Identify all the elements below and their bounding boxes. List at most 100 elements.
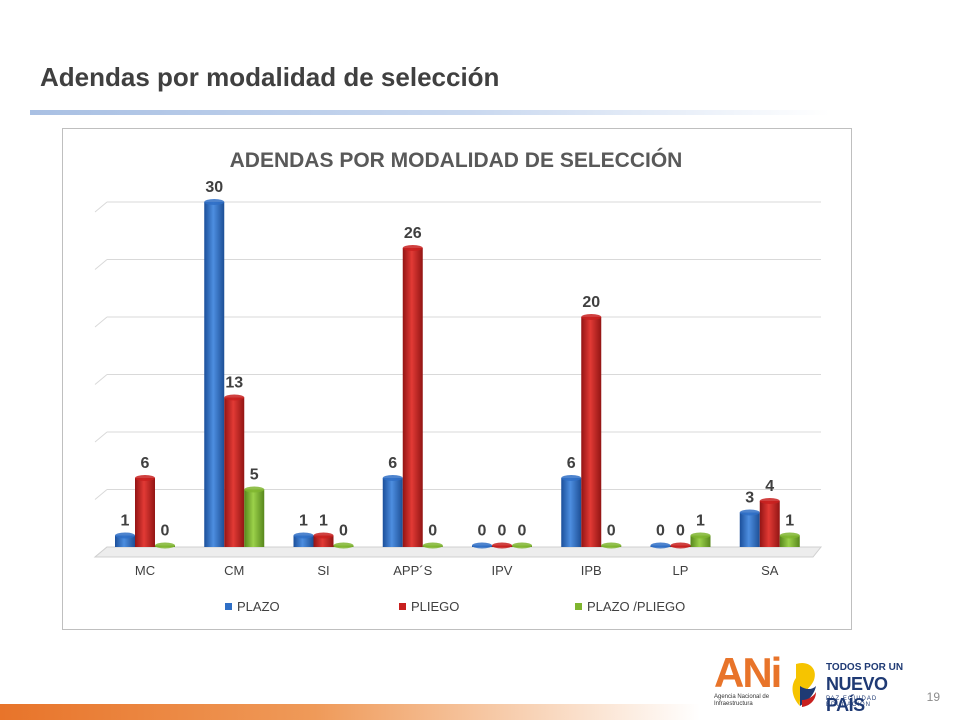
- data-label: 0: [518, 523, 527, 540]
- bar-plazo_pliego-ipv: [512, 542, 532, 549]
- bar-body: [135, 478, 155, 547]
- bar-cap: [759, 498, 780, 504]
- bar-plazo-cm: [204, 199, 225, 547]
- data-label: 0: [607, 523, 616, 540]
- bar-pliego-mc: [135, 475, 155, 547]
- bar-body: [293, 535, 314, 547]
- bar-cap: [244, 486, 265, 493]
- bar-pliego-lp: [670, 542, 691, 549]
- bar-cap: [115, 532, 135, 539]
- data-label: 20: [582, 294, 600, 311]
- bar-chart: ADENDAS POR MODALIDAD DE SELECCIÓN 16030…: [93, 148, 823, 614]
- pais-line3: PAZ EQUIDAD EDUCACIÓN: [826, 696, 878, 708]
- gridline-tick: [94, 374, 108, 385]
- category-label: CM: [224, 563, 244, 578]
- bar-cap: [422, 542, 443, 549]
- bar-cap: [690, 532, 711, 539]
- category-label: MC: [135, 563, 155, 578]
- bar-body: [115, 535, 135, 547]
- bar-plazo-sa: [739, 509, 760, 547]
- legend-swatch: [399, 603, 406, 610]
- bar-pliego-ipv: [492, 542, 512, 549]
- bar-cap: [779, 532, 800, 539]
- bar-body: [402, 248, 423, 547]
- bar-cap: [224, 394, 245, 401]
- bar-cap: [512, 542, 532, 549]
- bar-body: [244, 489, 265, 547]
- bar-body: [581, 317, 602, 547]
- data-label: 1: [319, 513, 328, 530]
- category-label: SA: [761, 563, 779, 578]
- category-label: IPV: [492, 563, 513, 578]
- data-label: 0: [498, 523, 507, 540]
- bar-cap: [581, 314, 602, 320]
- bar-cap: [492, 542, 512, 549]
- pais-line1: TODOS POR UN: [826, 662, 904, 673]
- bar-pliego-si: [313, 532, 334, 547]
- gridline-tick: [94, 489, 108, 500]
- title-underline: [30, 110, 830, 115]
- bar-plazo_pliego-si: [333, 542, 354, 549]
- data-label: 6: [141, 455, 150, 472]
- gridline-tick: [94, 316, 108, 328]
- colombia-flag-icon: [792, 662, 816, 707]
- bar-body: [759, 501, 780, 547]
- category-label: IPB: [581, 563, 602, 578]
- category-label: SI: [317, 563, 329, 578]
- legend-item-pliego: PLIEGO: [399, 599, 459, 614]
- data-label: 4: [765, 478, 774, 495]
- bar-cap: [382, 475, 403, 481]
- bar-cap: [135, 475, 155, 481]
- data-label: 1: [299, 513, 308, 530]
- bar-body: [382, 478, 403, 547]
- bar-cap: [293, 532, 314, 539]
- ani-logo: ANi Agencia Nacional de Infraestructura: [708, 652, 782, 714]
- data-label: 0: [339, 523, 348, 540]
- bar-cap: [601, 542, 622, 549]
- bar-cap: [333, 542, 354, 549]
- data-label: 5: [250, 467, 259, 484]
- gridline-tick: [94, 201, 108, 213]
- legend-item-plazo: PLAZO: [225, 599, 280, 614]
- data-label: 6: [388, 455, 397, 472]
- bar-pliego-apps: [402, 245, 423, 547]
- data-label: 3: [745, 490, 754, 507]
- slide-title: Adendas por modalidad de selección: [40, 62, 500, 92]
- bar-plazo_pliego-sa: [779, 532, 800, 547]
- legend-swatch: [225, 603, 232, 610]
- data-label: 0: [478, 523, 487, 540]
- chart-floor: [93, 546, 823, 558]
- gridline-tick: [94, 259, 108, 270]
- legend-item-plazo_pliego: PLAZO /PLIEGO: [575, 599, 685, 614]
- data-label: 30: [205, 179, 223, 196]
- page-number: 19: [926, 690, 940, 704]
- data-label: 13: [225, 375, 243, 392]
- data-label: 6: [567, 455, 576, 472]
- chart-frame: ADENDAS POR MODALIDAD DE SELECCIÓN 1 6 0 30…: [62, 128, 852, 630]
- bar-body: [739, 512, 760, 547]
- bar-cap: [313, 532, 334, 539]
- data-label: 1: [785, 513, 794, 530]
- bar-plazo_pliego-apps: [422, 542, 443, 549]
- bar-cap: [650, 542, 671, 549]
- bar-cap: [472, 542, 492, 549]
- legend-label: PLAZO /PLIEGO: [587, 599, 685, 614]
- bar-body: [224, 397, 245, 547]
- bar-body: [690, 535, 711, 547]
- data-label: 0: [656, 523, 665, 540]
- pais-line2: NUEVO PAÍS: [826, 674, 888, 715]
- ani-logo-subtitle: Agencia Nacional de Infraestructura: [714, 694, 770, 707]
- category-label: LP: [673, 563, 689, 578]
- category-label: APP´S: [393, 563, 432, 578]
- bar-pliego-sa: [759, 498, 780, 547]
- data-label: 0: [161, 523, 170, 540]
- nuevo-pais-logo: TODOS POR UN NUEVO PAÍS PAZ EQUIDAD EDUC…: [790, 660, 910, 715]
- legend-label: PLAZO: [237, 599, 280, 614]
- bar-plazo_pliego-lp: [690, 532, 711, 547]
- bar-cap: [402, 245, 423, 251]
- bar-body: [561, 478, 582, 547]
- bar-plazo_pliego-mc: [155, 542, 175, 549]
- bar-cap: [561, 475, 582, 481]
- bar-body: [204, 202, 225, 547]
- bar-cap: [739, 509, 760, 516]
